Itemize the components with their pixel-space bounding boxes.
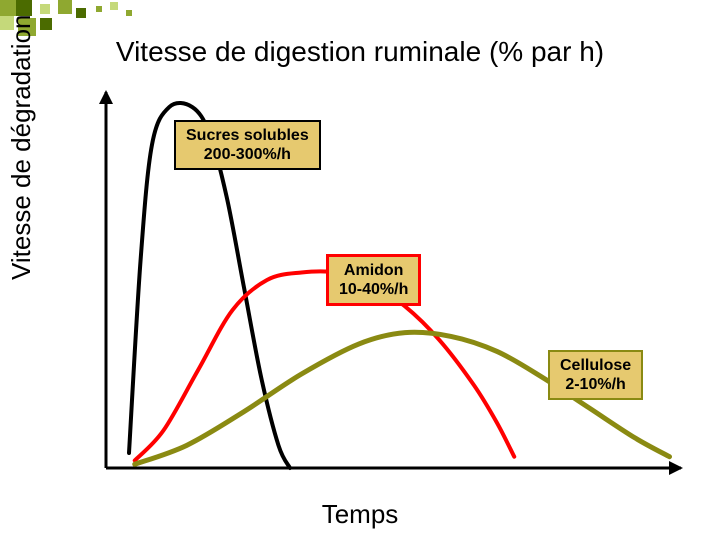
callout-sucres-line2: 200-300%/h (204, 146, 291, 163)
callout-cellulose-line1: Cellulose (560, 357, 631, 374)
y-axis-label: Vitesse de dégradation (6, 15, 37, 281)
callout-sucres: Sucres solubles 200-300%/h (174, 120, 321, 170)
callout-sucres-line1: Sucres solubles (186, 127, 309, 144)
callout-cellulose-line2: 2-10%/h (565, 376, 625, 393)
decor-square (40, 4, 50, 14)
decor-square (58, 0, 72, 14)
x-axis-arrowhead (669, 461, 683, 475)
callout-amidon-line2: 10-40%/h (339, 281, 408, 298)
series-amidon (135, 271, 515, 460)
callout-amidon: Amidon 10-40%/h (326, 254, 421, 306)
decor-square (126, 10, 132, 16)
slide: Vitesse de digestion ruminale (% par h) … (0, 0, 720, 540)
decor-square (76, 8, 86, 18)
callout-cellulose: Cellulose 2-10%/h (548, 350, 643, 400)
decor-square (110, 2, 118, 10)
callout-amidon-line1: Amidon (344, 262, 404, 279)
y-axis-arrowhead (99, 90, 113, 104)
chart-title: Vitesse de digestion ruminale (% par h) (0, 36, 720, 68)
decor-square (40, 18, 52, 30)
x-axis-label: Temps (0, 499, 720, 530)
decor-square (96, 6, 102, 12)
